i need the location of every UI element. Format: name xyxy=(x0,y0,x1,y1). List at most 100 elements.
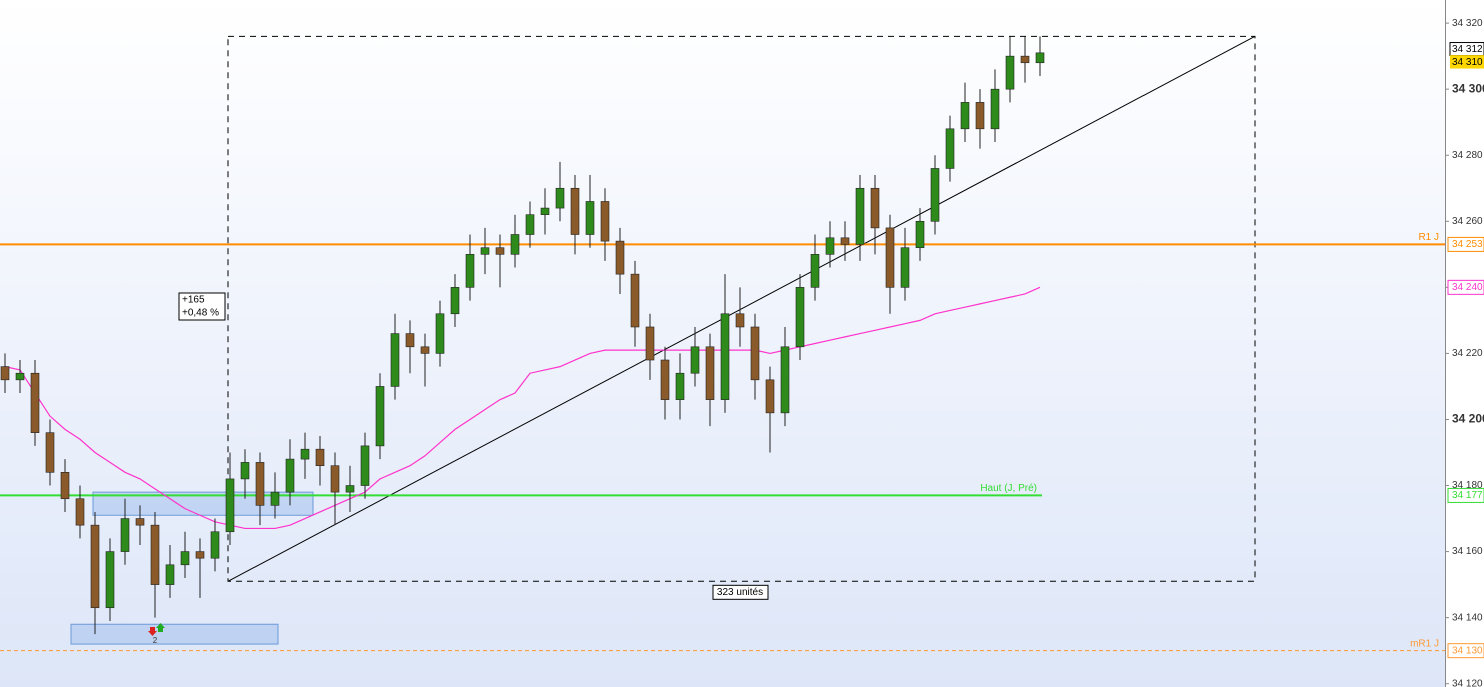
candle-body xyxy=(555,187,565,209)
ma-tag-label: 34 240 xyxy=(1452,282,1483,293)
moving-average xyxy=(4,286,1041,530)
candle-body xyxy=(510,234,520,255)
candle-body xyxy=(810,254,820,288)
candle-body xyxy=(570,187,580,235)
candle-body xyxy=(45,432,55,473)
candle-body xyxy=(525,214,535,235)
candle-body xyxy=(585,201,595,235)
candle-body xyxy=(150,524,160,585)
ma-tag xyxy=(1447,279,1484,295)
candle-body xyxy=(915,220,925,249)
last-price-label: 34 312 xyxy=(1452,44,1483,55)
candle-body xyxy=(345,485,355,493)
candle-body xyxy=(300,448,310,460)
candle-body xyxy=(495,247,505,255)
level-tag-label: 34 130 xyxy=(1452,645,1483,656)
measure-units: 323 unités xyxy=(717,587,763,598)
candle-body xyxy=(1035,52,1045,64)
candle-body xyxy=(465,254,475,288)
candle-body xyxy=(375,386,385,447)
y-tick-label: 34 180 xyxy=(1452,480,1483,491)
candle-body xyxy=(480,247,490,255)
units-label-box xyxy=(712,584,769,600)
candle-body xyxy=(840,237,850,245)
candle-body xyxy=(885,227,895,288)
candle-body xyxy=(135,518,145,526)
candle-body xyxy=(195,551,205,559)
candle-body xyxy=(30,372,40,433)
axis-background xyxy=(1445,0,1484,687)
signal-up xyxy=(156,623,165,632)
candle-body xyxy=(600,201,610,242)
measure-box xyxy=(227,35,1256,582)
candle-body xyxy=(1005,55,1015,90)
zone xyxy=(70,623,279,645)
candle-body xyxy=(960,102,970,130)
level-name: R1 J xyxy=(1418,232,1439,243)
candle-body xyxy=(0,366,10,381)
candle-body xyxy=(90,524,100,609)
candle-body xyxy=(420,346,430,354)
candle-body xyxy=(795,287,805,348)
measure-change: +165 xyxy=(182,295,205,306)
level-tag xyxy=(1447,487,1484,503)
candle-body xyxy=(750,326,760,381)
candle-body xyxy=(315,448,325,467)
candle-body xyxy=(255,462,265,506)
candle-body xyxy=(900,247,910,288)
candle-body xyxy=(780,346,790,414)
y-tick-label: 34 120 xyxy=(1452,678,1483,687)
y-tick-label: 34 220 xyxy=(1452,348,1483,359)
candle-body xyxy=(165,564,175,585)
candle-body xyxy=(615,240,625,275)
candle-body xyxy=(540,207,550,215)
candle-body xyxy=(15,372,25,381)
signal-down xyxy=(148,627,157,636)
candle-body xyxy=(930,168,940,222)
candle-body xyxy=(975,102,985,130)
candle-body xyxy=(1020,55,1030,64)
candle-body xyxy=(360,445,370,486)
candle-body xyxy=(990,88,1000,130)
candle-body xyxy=(390,333,400,387)
candle-body xyxy=(330,465,340,493)
candle-body xyxy=(405,333,415,348)
y-tick-label: 34 140 xyxy=(1452,612,1483,623)
candle-body xyxy=(435,313,445,354)
candle-body xyxy=(675,372,685,400)
y-tick-label: 34 300 xyxy=(1452,81,1484,95)
candle-body xyxy=(450,287,460,315)
candle-body xyxy=(945,128,955,169)
candle-body xyxy=(855,187,865,245)
candle-body xyxy=(180,551,190,566)
level-tag xyxy=(1447,236,1484,252)
y-tick-label: 34 260 xyxy=(1452,216,1483,227)
y-tick-label: 34 320 xyxy=(1452,18,1483,29)
trend-line xyxy=(227,35,1256,582)
candle-body xyxy=(705,346,715,400)
candle-body xyxy=(870,187,880,229)
candle-body xyxy=(120,518,130,552)
candle-body xyxy=(825,237,835,255)
measure-label-box xyxy=(178,292,226,321)
level-name: mR1 J xyxy=(1410,638,1439,649)
bid-price-tag xyxy=(1450,55,1484,69)
candle-body xyxy=(270,491,280,506)
y-tick-label: 34 200 xyxy=(1452,412,1484,426)
level-name: Haut (J, Pré) xyxy=(980,483,1037,494)
candle-body xyxy=(285,458,295,493)
candle-body xyxy=(240,462,250,480)
candle-body xyxy=(105,551,115,609)
candle-body xyxy=(720,313,730,400)
candle-body xyxy=(690,346,700,374)
candle-body xyxy=(660,359,670,400)
candle-body xyxy=(225,478,235,533)
bid-price-label: 34 310 xyxy=(1452,57,1483,68)
candle-body xyxy=(630,273,640,328)
level-tag-label: 34 253 xyxy=(1452,239,1483,250)
signal-label: 2 xyxy=(153,636,158,645)
candle-body xyxy=(735,313,745,328)
level-tag xyxy=(1447,643,1484,659)
candle-body xyxy=(210,531,220,559)
